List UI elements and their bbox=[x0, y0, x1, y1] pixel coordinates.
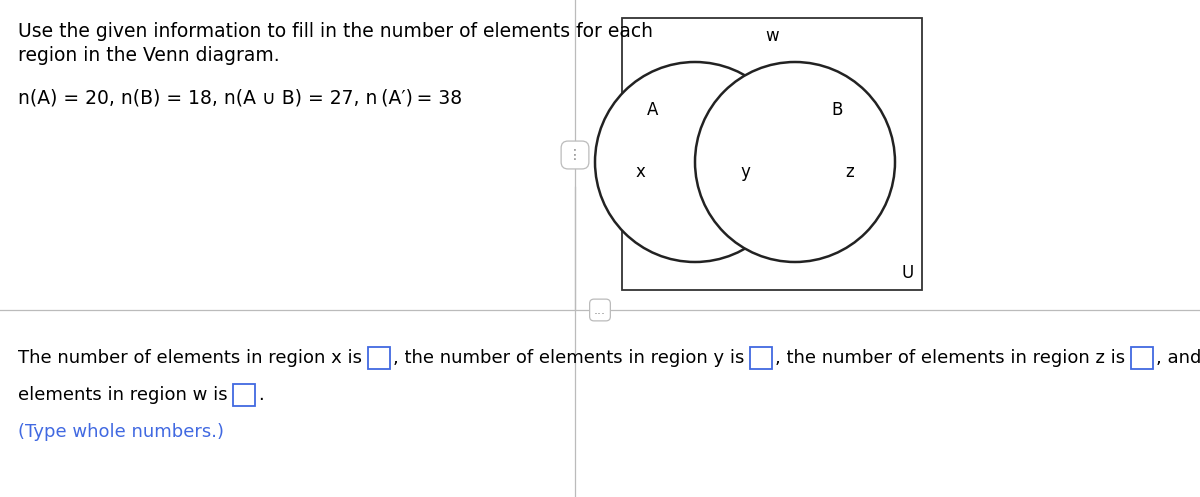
Bar bbox=[233, 384, 256, 406]
Text: , the number of elements in region y is: , the number of elements in region y is bbox=[392, 349, 750, 367]
Text: , and the number of: , and the number of bbox=[1156, 349, 1200, 367]
Text: x: x bbox=[635, 163, 644, 181]
Circle shape bbox=[595, 62, 796, 262]
Circle shape bbox=[695, 62, 895, 262]
Text: Use the given information to fill in the number of elements for each: Use the given information to fill in the… bbox=[18, 22, 653, 41]
Text: elements in region w is: elements in region w is bbox=[18, 386, 233, 404]
Text: (Type whole numbers.): (Type whole numbers.) bbox=[18, 423, 224, 441]
Text: z: z bbox=[846, 163, 854, 181]
Text: U: U bbox=[901, 264, 914, 282]
Text: B: B bbox=[832, 101, 842, 119]
Bar bbox=[750, 347, 772, 369]
Text: w: w bbox=[766, 27, 779, 45]
Text: region in the Venn diagram.: region in the Venn diagram. bbox=[18, 46, 280, 65]
Bar bbox=[367, 347, 390, 369]
Bar bbox=[1130, 347, 1153, 369]
Text: ...: ... bbox=[594, 304, 606, 317]
Text: A: A bbox=[647, 101, 659, 119]
Text: , the number of elements in region z is: , the number of elements in region z is bbox=[775, 349, 1130, 367]
Bar bbox=[622, 18, 922, 290]
Text: ⋮: ⋮ bbox=[568, 148, 582, 162]
Text: n(A) = 20, n(B) = 18, n(A ∪ B) = 27, n (A′) = 38: n(A) = 20, n(B) = 18, n(A ∪ B) = 27, n (… bbox=[18, 88, 462, 107]
Text: The number of elements in region x is: The number of elements in region x is bbox=[18, 349, 367, 367]
Text: .: . bbox=[258, 386, 264, 404]
Text: y: y bbox=[740, 163, 750, 181]
